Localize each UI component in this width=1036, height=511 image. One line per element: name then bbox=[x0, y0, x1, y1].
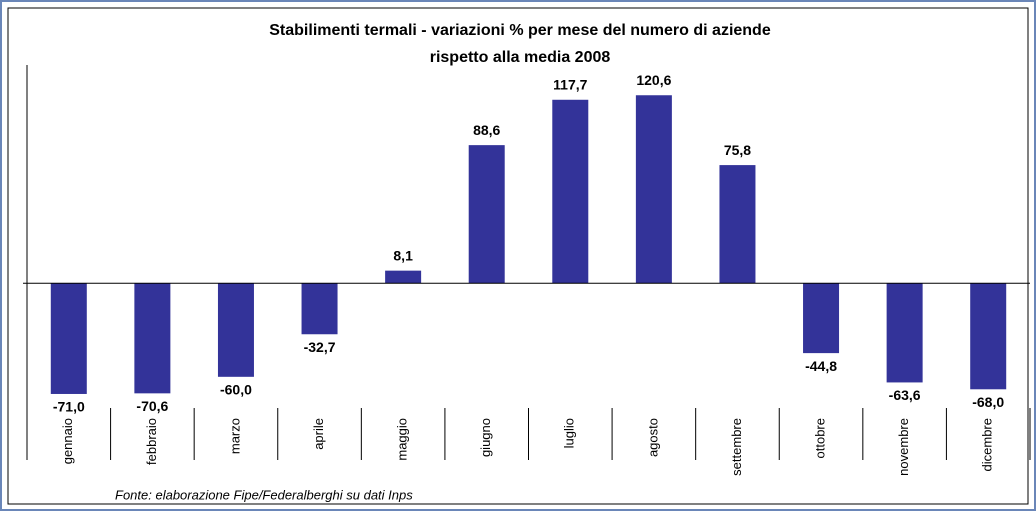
x-tick-label: luglio bbox=[562, 418, 577, 448]
chart-title: Stabilimenti termali - variazioni % per … bbox=[269, 22, 771, 39]
value-label: 8,1 bbox=[393, 247, 413, 263]
bar bbox=[719, 165, 756, 284]
value-label: -71,0 bbox=[53, 399, 85, 415]
bar bbox=[468, 145, 505, 284]
x-tick-label: marzo bbox=[227, 418, 242, 454]
value-label: 88,6 bbox=[473, 122, 500, 138]
value-label: -63,6 bbox=[889, 387, 921, 403]
x-tick-label: ottobre bbox=[812, 418, 827, 458]
bar bbox=[134, 283, 171, 394]
x-tick-label: settembre bbox=[729, 418, 744, 476]
x-tick-label: gennaio bbox=[60, 418, 75, 464]
x-tick-label: giugno bbox=[478, 418, 493, 457]
x-tick-label: febbraio bbox=[144, 418, 159, 465]
value-label: 117,7 bbox=[553, 76, 587, 92]
x-tick-label: maggio bbox=[395, 418, 410, 461]
bar bbox=[50, 283, 87, 394]
value-label: -60,0 bbox=[220, 382, 252, 398]
bar bbox=[217, 283, 254, 377]
value-label: 75,8 bbox=[724, 142, 751, 158]
bar bbox=[886, 283, 923, 383]
bar bbox=[970, 283, 1007, 390]
bar bbox=[301, 283, 338, 335]
chart-title: rispetto alla media 2008 bbox=[430, 49, 611, 66]
x-tick-label: novembre bbox=[896, 418, 911, 476]
chart-border bbox=[7, 7, 1029, 505]
value-label: -70,6 bbox=[136, 398, 168, 414]
bar bbox=[552, 99, 589, 284]
x-tick-label: agosto bbox=[645, 418, 660, 457]
value-label: -44,8 bbox=[805, 358, 837, 374]
value-label: 120,6 bbox=[636, 72, 671, 88]
value-label: -68,0 bbox=[972, 394, 1004, 410]
x-tick-label: aprile bbox=[311, 418, 326, 450]
bar bbox=[635, 95, 672, 284]
x-tick-label: dicembre bbox=[980, 418, 995, 471]
source-note: Fonte: elaborazione Fipe/Federalberghi s… bbox=[115, 487, 413, 502]
value-label: -32,7 bbox=[304, 339, 336, 355]
bar bbox=[803, 283, 840, 354]
bar bbox=[385, 270, 422, 284]
